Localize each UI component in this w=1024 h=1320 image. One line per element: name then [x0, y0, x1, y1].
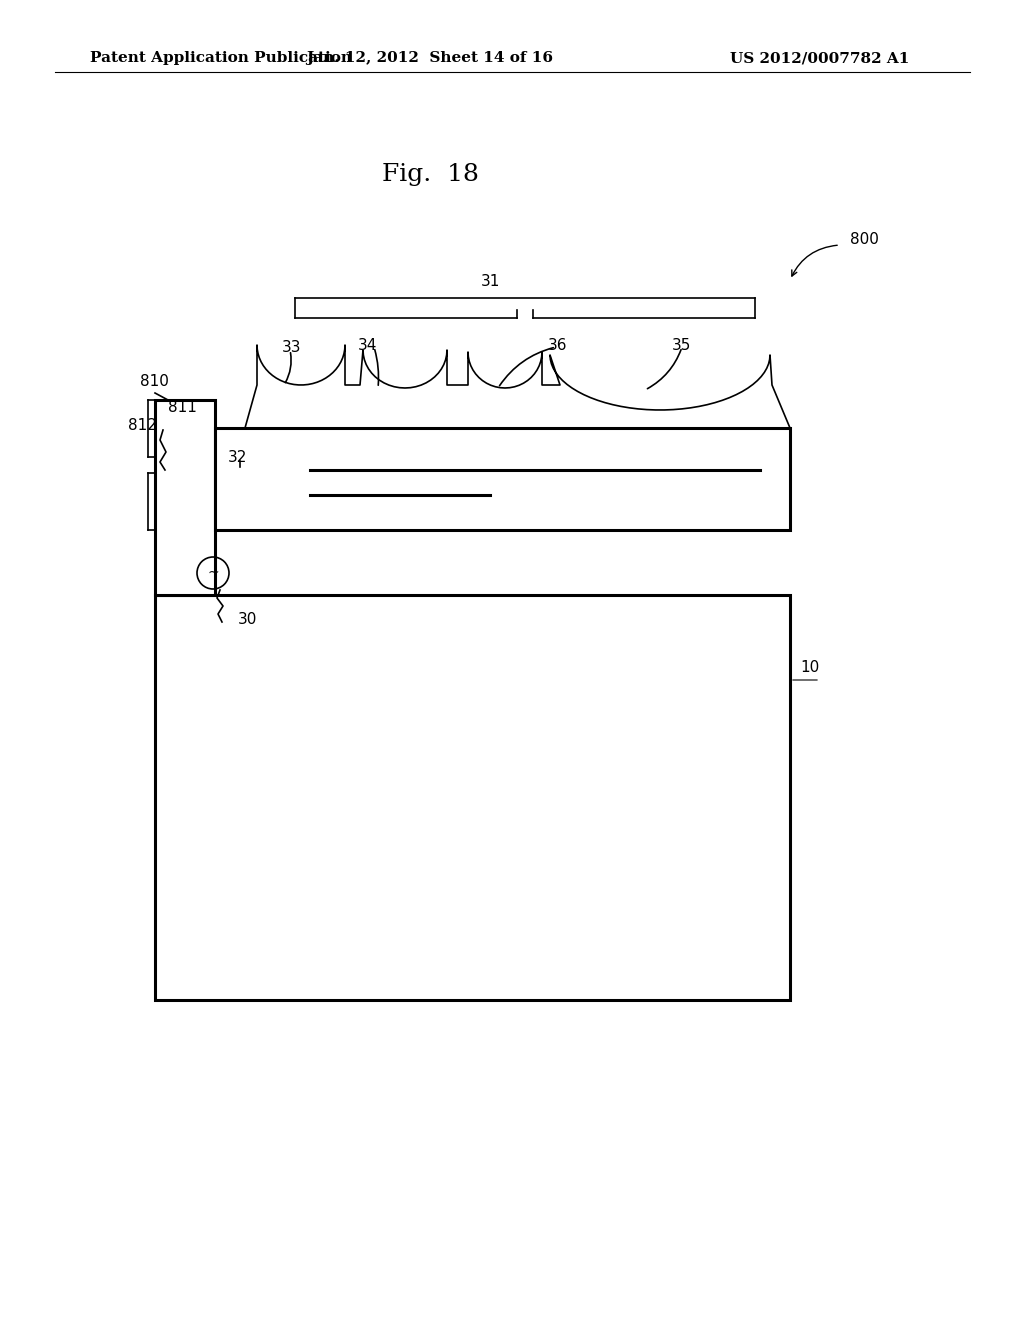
Bar	[215, 428, 790, 531]
Text: Patent Application Publication: Patent Application Publication	[90, 51, 352, 65]
Text: 10: 10	[800, 660, 819, 676]
Text: 812: 812	[128, 417, 157, 433]
Text: 30: 30	[238, 612, 257, 627]
Text: 34: 34	[358, 338, 378, 352]
Text: Jan. 12, 2012  Sheet 14 of 16: Jan. 12, 2012 Sheet 14 of 16	[306, 51, 554, 65]
Text: 36: 36	[548, 338, 567, 352]
Text: 811: 811	[168, 400, 197, 416]
Text: ~: ~	[207, 566, 219, 579]
Text: US 2012/0007782 A1: US 2012/0007782 A1	[730, 51, 909, 65]
Text: 33: 33	[282, 341, 301, 355]
Text: Fig.  18: Fig. 18	[382, 164, 478, 186]
Text: 32: 32	[228, 450, 248, 466]
Bar	[155, 595, 790, 1001]
Bar	[155, 400, 215, 595]
Text: 810: 810	[140, 375, 169, 389]
Text: 35: 35	[672, 338, 691, 352]
Text: 800: 800	[850, 232, 879, 248]
Text: 31: 31	[480, 275, 500, 289]
